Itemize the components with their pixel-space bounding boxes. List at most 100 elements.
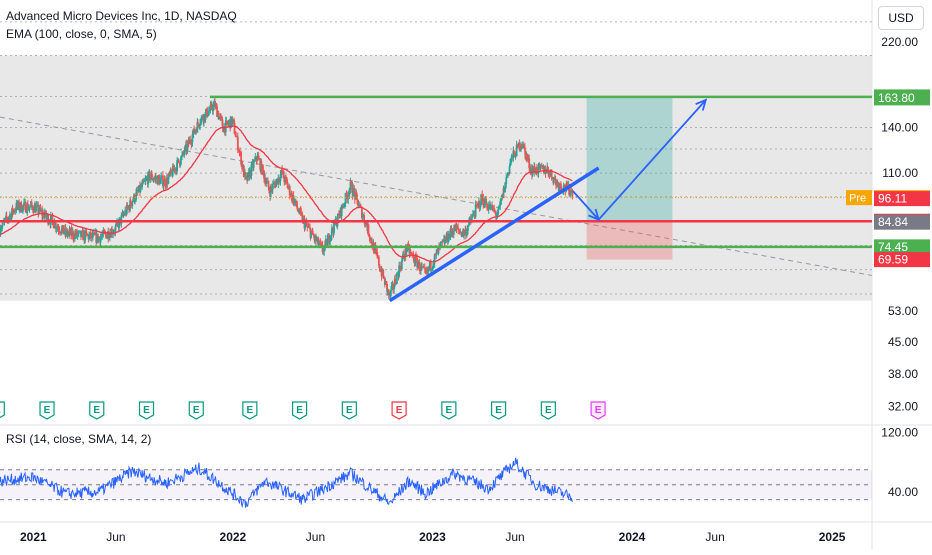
candle-up [441, 240, 444, 242]
candle-up [515, 145, 518, 157]
candle-down [236, 136, 239, 151]
candle-up [167, 177, 170, 184]
candle-down [424, 271, 427, 273]
candle-up [495, 215, 498, 217]
candle-down [221, 119, 224, 127]
candle-up [508, 166, 511, 174]
candle-up [147, 172, 150, 185]
candle-down [478, 201, 481, 208]
candle-down [113, 231, 116, 233]
candle-up [400, 260, 403, 270]
candle-down [98, 237, 101, 239]
candle-down [102, 230, 105, 232]
candle-down [198, 124, 200, 127]
candle-down [278, 177, 281, 181]
candle-up [141, 182, 144, 188]
candle-down [410, 252, 413, 254]
candle-up [323, 246, 326, 252]
candle-down [223, 126, 226, 133]
candle-down [473, 213, 476, 216]
earnings-marker[interactable]: E [441, 401, 457, 420]
candle-down [66, 230, 69, 236]
candle-up [76, 234, 79, 236]
candle-down [244, 172, 247, 177]
earnings-marker[interactable]: E [89, 401, 105, 420]
candle-up [101, 234, 104, 237]
candle-up [214, 104, 217, 108]
candle-up [506, 175, 509, 178]
candle-up [40, 210, 42, 212]
candle-up [53, 227, 56, 229]
candle-down [494, 211, 497, 216]
candle-up [254, 156, 257, 161]
candle-down [305, 222, 308, 226]
candle-up [46, 214, 48, 217]
earnings-label: E [0, 405, 1, 416]
candle-down [197, 121, 199, 125]
candle-down [387, 289, 390, 295]
candle-down [367, 224, 370, 236]
earnings-marker[interactable]: E [490, 401, 507, 420]
earnings-marker[interactable]: E [39, 401, 55, 420]
candle-down [541, 166, 544, 169]
earnings-marker[interactable]: E [138, 401, 155, 420]
candle-up [183, 153, 186, 155]
candle-up [129, 200, 132, 211]
candle-up [106, 235, 109, 239]
stop-zone [586, 221, 673, 260]
candle-up [558, 183, 561, 189]
candle-down [350, 181, 352, 183]
candle-up [432, 263, 435, 266]
candle-up [55, 228, 58, 230]
candle-up [227, 122, 230, 125]
earnings-label: E [247, 405, 254, 416]
candle-up [472, 213, 475, 215]
candle-down [51, 216, 54, 221]
candle-down [25, 212, 28, 214]
earnings-marker[interactable]: E [188, 401, 204, 420]
earnings-marker[interactable]: E [242, 401, 258, 420]
candle-down [86, 233, 88, 236]
target-zone [586, 96, 673, 222]
candle-up [522, 144, 525, 148]
candle-up [108, 232, 111, 238]
earnings-marker[interactable]: E [590, 401, 606, 420]
candle-down [361, 207, 363, 219]
candle-up [122, 214, 125, 216]
candle-down [281, 169, 284, 174]
currency-button[interactable]: USD [878, 6, 924, 30]
candle-up [231, 119, 234, 125]
candle-down [57, 227, 60, 231]
candle-down [528, 158, 531, 169]
earnings-marker[interactable]: E [391, 401, 407, 420]
candle-down [128, 206, 130, 211]
earnings-marker[interactable]: E [0, 401, 5, 419]
candle-down [317, 237, 320, 246]
earnings-marker[interactable]: E [341, 401, 357, 420]
candle-down [302, 218, 305, 220]
candle-down [164, 179, 167, 187]
candle-up [131, 200, 134, 203]
candle-up [191, 134, 194, 143]
candle-down [170, 169, 173, 173]
candle-down [392, 283, 394, 290]
candle-up [181, 151, 184, 155]
candle-up [115, 224, 117, 227]
earnings-label: E [44, 405, 51, 416]
earnings-marker[interactable]: E [291, 401, 308, 420]
candle-down [514, 152, 516, 158]
candle-up [294, 200, 297, 203]
earnings-marker[interactable]: E [540, 401, 556, 420]
candle-down [550, 169, 553, 178]
candle-down [6, 218, 9, 220]
candle-up [304, 223, 306, 229]
price-label-bg [874, 90, 930, 106]
earnings-badge [291, 401, 308, 420]
candle-up [539, 164, 542, 168]
candle-up [37, 212, 40, 214]
candle-down [563, 185, 566, 190]
price-label: 163.80 [878, 91, 915, 105]
candle-down [516, 144, 519, 147]
candle-down [377, 256, 380, 266]
